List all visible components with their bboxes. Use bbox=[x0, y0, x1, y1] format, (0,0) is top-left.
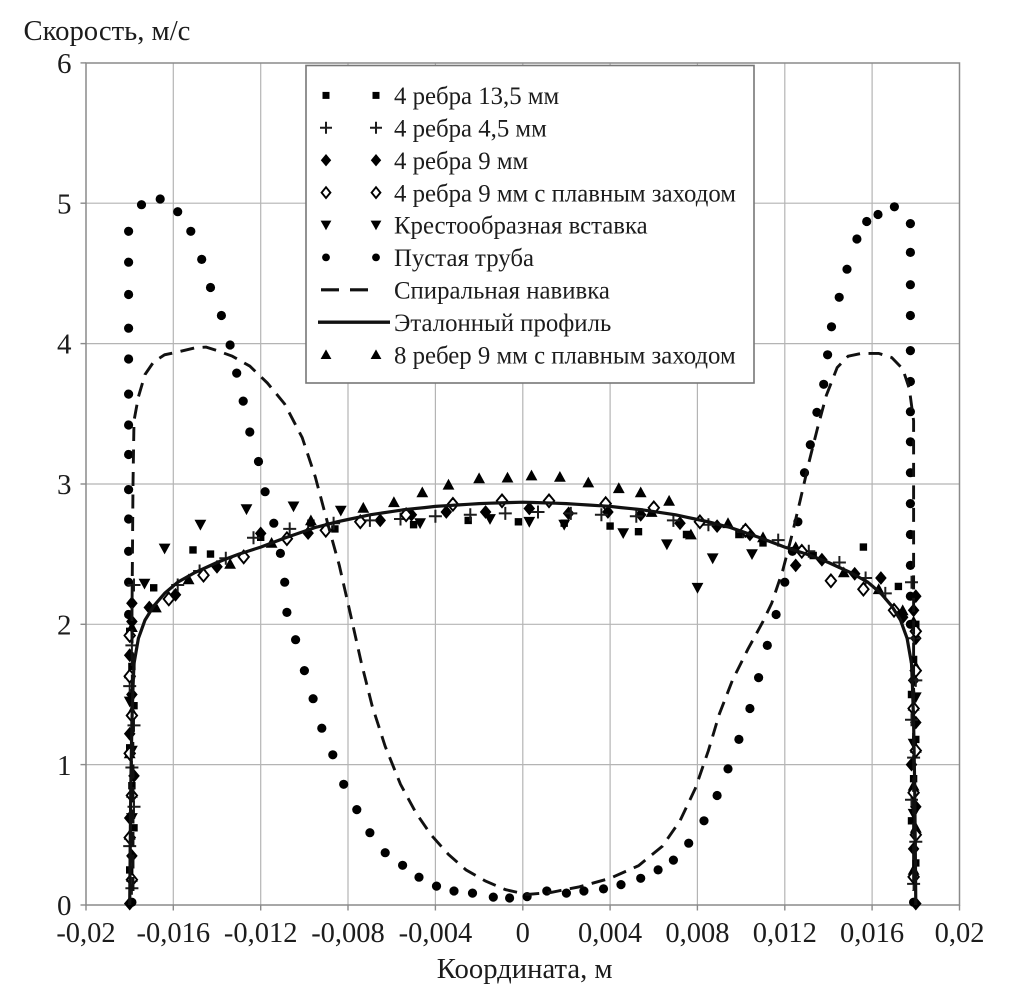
svg-text:Координата, м: Координата, м bbox=[437, 953, 613, 985]
svg-text:0,008: 0,008 bbox=[665, 918, 729, 949]
svg-text:2: 2 bbox=[57, 609, 72, 641]
svg-text:6: 6 bbox=[57, 48, 72, 80]
svg-text:Скорость, м/с: Скорость, м/с bbox=[24, 15, 191, 47]
svg-text:-0,016: -0,016 bbox=[136, 918, 210, 949]
svg-text:-0,012: -0,012 bbox=[224, 918, 298, 949]
svg-text:0: 0 bbox=[516, 918, 530, 949]
svg-text:8 ребер 9 мм с плавным заходом: 8 ребер 9 мм с плавным заходом bbox=[394, 342, 736, 369]
svg-text:0,016: 0,016 bbox=[840, 918, 904, 949]
svg-text:0,012: 0,012 bbox=[753, 918, 817, 949]
svg-text:0: 0 bbox=[57, 890, 72, 922]
svg-text:5: 5 bbox=[57, 188, 72, 220]
svg-text:4 ребра 13,5 мм: 4 ребра 13,5 мм bbox=[394, 83, 560, 110]
svg-text:Крестообразная вставка: Крестообразная вставка bbox=[394, 213, 648, 240]
svg-text:-0,02: -0,02 bbox=[56, 918, 115, 949]
svg-text:4 ребра 9 мм: 4 ребра 9 мм bbox=[394, 148, 529, 175]
svg-text:-0,008: -0,008 bbox=[311, 918, 385, 949]
svg-text:3: 3 bbox=[57, 469, 72, 501]
svg-text:Спиральная навивка: Спиральная навивка bbox=[394, 278, 610, 305]
svg-text:Эталонный профиль: Эталонный профиль bbox=[394, 310, 611, 337]
svg-text:4: 4 bbox=[57, 329, 72, 361]
svg-text:4 ребра 4,5 мм: 4 ребра 4,5 мм bbox=[394, 116, 547, 143]
svg-text:1: 1 bbox=[57, 750, 72, 782]
svg-text:4 ребра 9 мм с плавным заходом: 4 ребра 9 мм с плавным заходом bbox=[394, 180, 736, 207]
svg-text:-0,004: -0,004 bbox=[399, 918, 473, 949]
svg-text:0,02: 0,02 bbox=[935, 918, 985, 949]
svg-text:0,004: 0,004 bbox=[578, 918, 642, 949]
svg-text:Пустая труба: Пустая труба bbox=[394, 245, 534, 272]
